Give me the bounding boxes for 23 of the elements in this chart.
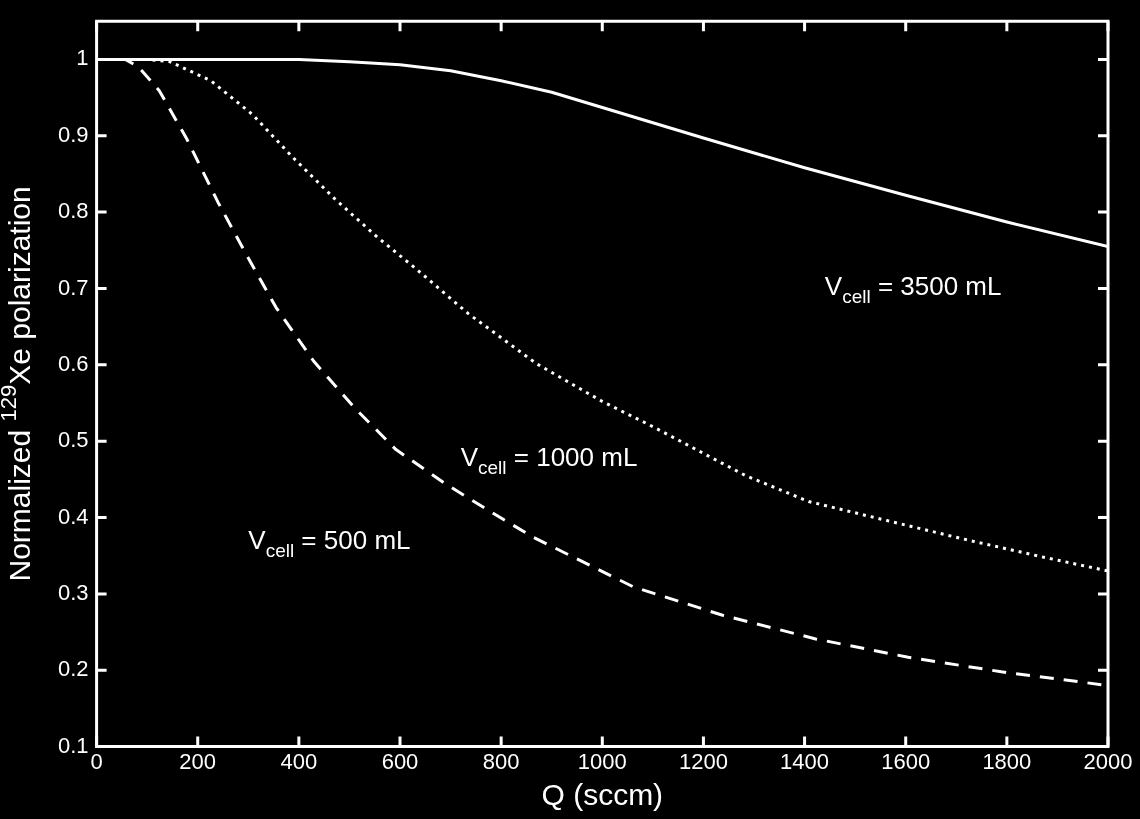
x-tick-label: 400 xyxy=(280,748,318,774)
y-tick-label: 0.7 xyxy=(57,274,89,300)
y-tick-label: 1 xyxy=(76,45,89,71)
x-tick-label: 600 xyxy=(381,748,419,774)
y-tick-label: 0.5 xyxy=(57,427,89,453)
y-tick-label: 0.1 xyxy=(57,732,89,758)
x-tick-label: 1800 xyxy=(982,748,1032,774)
y-tick-label: 0.9 xyxy=(57,121,89,147)
x-axis-title: Q (sccm) xyxy=(541,778,664,812)
x-tick-label: 1000 xyxy=(577,748,627,774)
x-tick-label: 200 xyxy=(179,748,217,774)
x-tick-label: 1400 xyxy=(780,748,830,774)
x-tick-label: 1600 xyxy=(881,748,931,774)
x-tick-label: 1200 xyxy=(678,748,728,774)
y-tick-label: 0.2 xyxy=(57,656,89,682)
x-tick-label: 800 xyxy=(482,748,520,774)
y-tick-label: 0.3 xyxy=(57,579,89,605)
y-tick-label: 0.4 xyxy=(57,503,89,529)
y-tick-label: 0.6 xyxy=(57,350,89,376)
y-axis-title: Normalized 129Xe polarization xyxy=(0,186,37,582)
x-tick-label: 0 xyxy=(90,748,103,774)
x-tick-label: 2000 xyxy=(1083,748,1133,774)
y-tick-label: 0.8 xyxy=(57,198,89,224)
